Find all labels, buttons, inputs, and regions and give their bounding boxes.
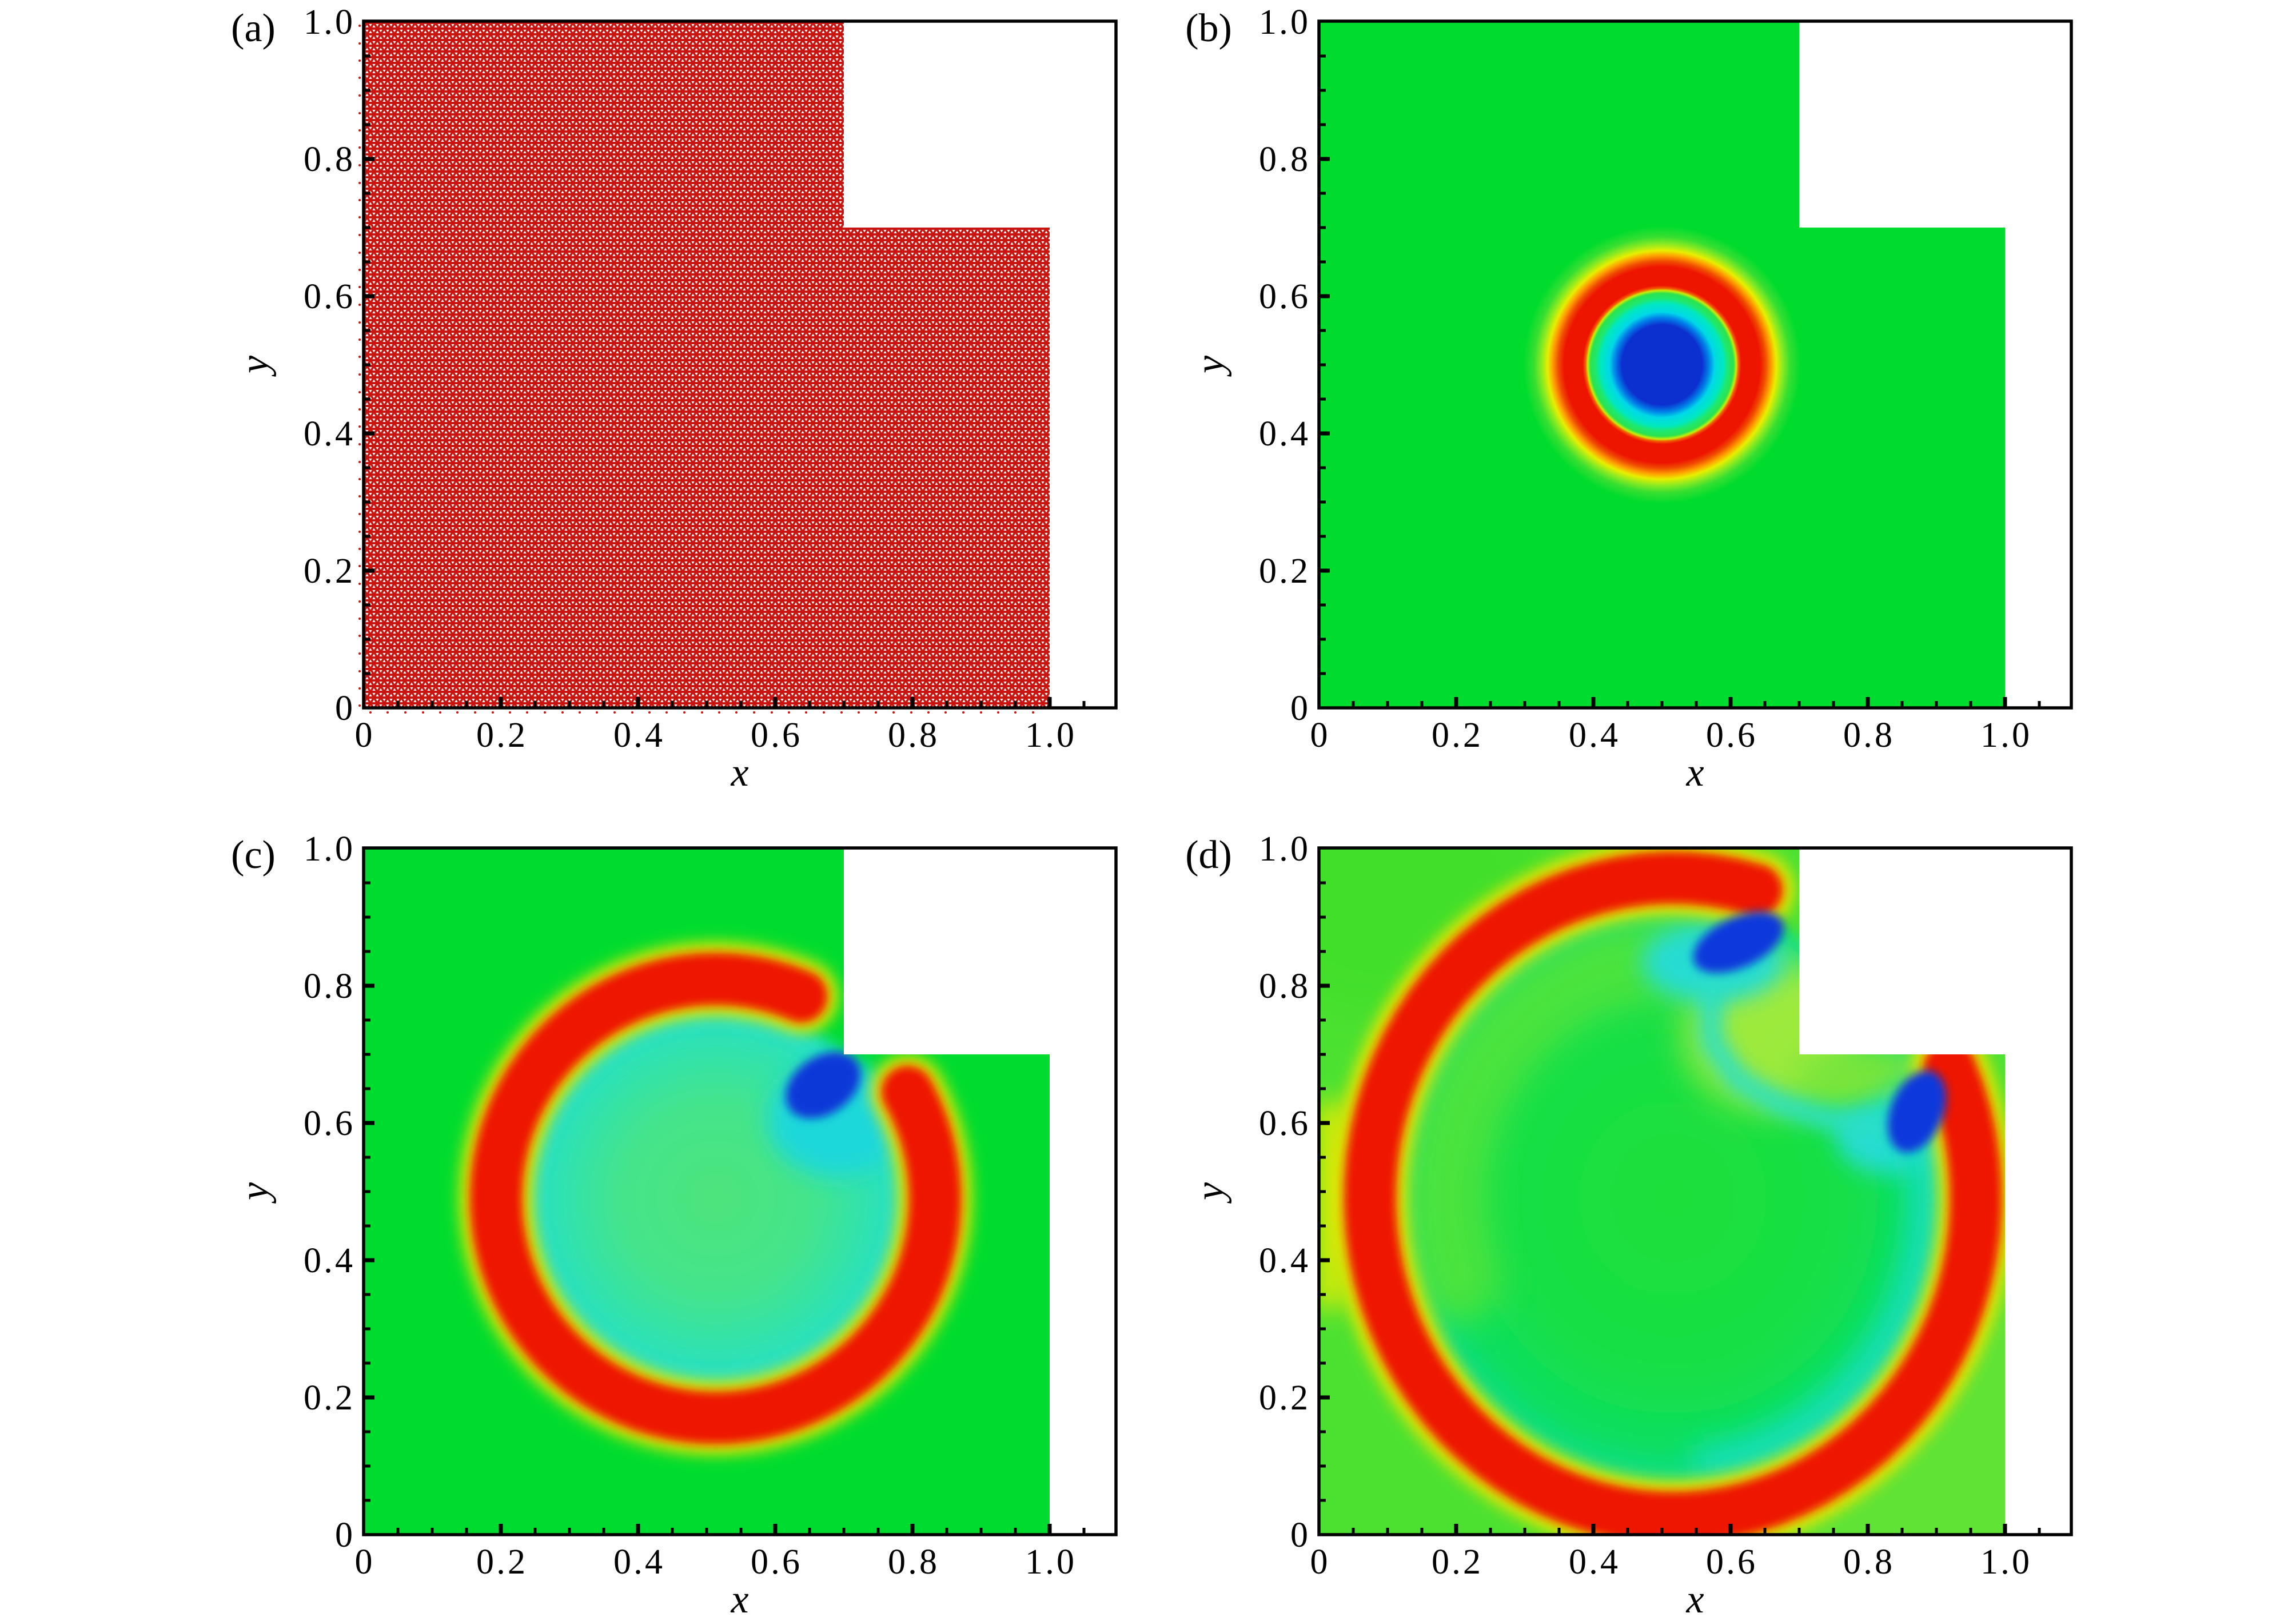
svg-text:1.0: 1.0	[1025, 716, 1074, 755]
svg-text:0.2: 0.2	[1432, 1543, 1481, 1582]
svg-text:0.4: 0.4	[1259, 415, 1308, 453]
svg-text:0.6: 0.6	[1706, 1543, 1755, 1582]
svg-text:0.8: 0.8	[1259, 140, 1308, 179]
svg-text:1.0: 1.0	[304, 3, 353, 42]
svg-text:0.6: 0.6	[1259, 277, 1308, 316]
svg-text:0: 0	[1290, 689, 1308, 728]
svg-text:(a): (a)	[231, 6, 276, 50]
svg-text:0: 0	[355, 1543, 373, 1582]
svg-text:0.6: 0.6	[751, 716, 800, 755]
svg-text:0.4: 0.4	[304, 1241, 353, 1280]
svg-text:0: 0	[1310, 1543, 1328, 1582]
svg-text:x: x	[730, 751, 748, 795]
svg-text:0.8: 0.8	[1259, 967, 1308, 1006]
svg-text:0.2: 0.2	[1259, 1379, 1308, 1417]
svg-text:0.2: 0.2	[1432, 716, 1481, 755]
svg-text:0.4: 0.4	[304, 415, 353, 453]
svg-text:0: 0	[335, 689, 353, 728]
svg-text:(b): (b)	[1185, 6, 1232, 50]
svg-text:0.8: 0.8	[304, 140, 353, 179]
svg-text:0.4: 0.4	[613, 1543, 663, 1582]
svg-text:0.4: 0.4	[613, 716, 663, 755]
svg-text:x: x	[1685, 1578, 1704, 1621]
svg-text:0.2: 0.2	[304, 1379, 353, 1417]
svg-text:0.2: 0.2	[304, 552, 353, 591]
svg-text:1.0: 1.0	[1980, 1543, 2030, 1582]
svg-text:0.8: 0.8	[304, 967, 353, 1006]
svg-text:1.0: 1.0	[1259, 830, 1308, 869]
svg-text:0.6: 0.6	[1259, 1104, 1308, 1143]
svg-text:0.8: 0.8	[1843, 716, 1892, 755]
svg-text:0.8: 0.8	[888, 716, 937, 755]
svg-text:0.6: 0.6	[751, 1543, 800, 1582]
svg-text:y: y	[233, 355, 277, 377]
svg-text:y: y	[1188, 1182, 1232, 1204]
svg-text:y: y	[233, 1182, 277, 1204]
svg-text:(c): (c)	[231, 833, 276, 877]
svg-text:0: 0	[335, 1516, 353, 1555]
svg-text:0.4: 0.4	[1259, 1241, 1308, 1280]
svg-text:0.4: 0.4	[1569, 1543, 1618, 1582]
svg-text:0: 0	[1290, 1516, 1308, 1555]
svg-text:x: x	[730, 1578, 748, 1621]
svg-text:0.8: 0.8	[888, 1543, 937, 1582]
svg-text:x: x	[1685, 751, 1704, 795]
svg-text:1.0: 1.0	[1980, 716, 2030, 755]
svg-text:0: 0	[1310, 716, 1328, 755]
svg-text:0.6: 0.6	[304, 277, 353, 316]
svg-text:0.6: 0.6	[1706, 716, 1755, 755]
svg-text:0: 0	[355, 716, 373, 755]
svg-text:(d): (d)	[1185, 833, 1232, 877]
svg-text:0.2: 0.2	[476, 716, 525, 755]
svg-text:0.2: 0.2	[476, 1543, 525, 1582]
svg-text:0.4: 0.4	[1569, 716, 1618, 755]
svg-text:1.0: 1.0	[304, 830, 353, 869]
svg-text:y: y	[1188, 355, 1232, 377]
svg-text:1.0: 1.0	[1025, 1543, 1074, 1582]
svg-text:1.0: 1.0	[1259, 3, 1308, 42]
svg-text:0.6: 0.6	[304, 1104, 353, 1143]
svg-text:0.2: 0.2	[1259, 552, 1308, 591]
svg-text:0.8: 0.8	[1843, 1543, 1892, 1582]
